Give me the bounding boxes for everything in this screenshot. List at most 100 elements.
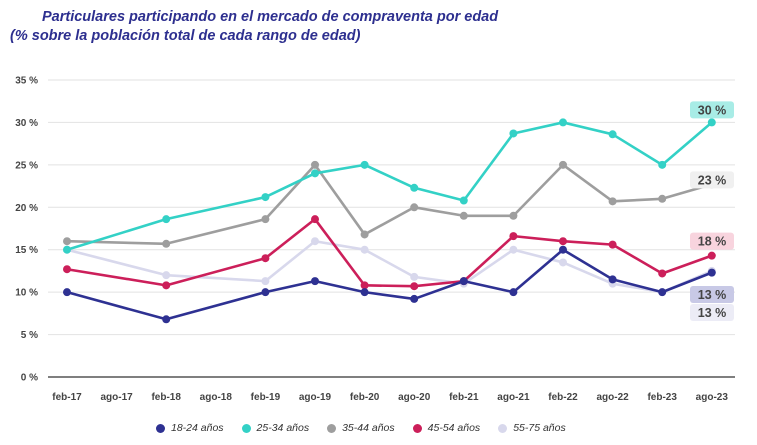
data-point <box>707 251 716 260</box>
end-value-label: 13 % <box>698 306 727 320</box>
x-tick-label: feb-17 <box>52 392 82 403</box>
data-point <box>311 160 319 169</box>
series-line <box>66 217 713 288</box>
legend-swatch <box>241 423 251 433</box>
x-tick-label: ago-19 <box>299 392 332 403</box>
legend-label: 35-44 años <box>342 422 395 434</box>
data-point <box>360 230 369 239</box>
series-line <box>66 239 713 294</box>
series-line <box>66 163 713 246</box>
data-point <box>707 118 716 127</box>
x-tick-label: ago-17 <box>100 392 133 403</box>
x-tick-label: ago-23 <box>696 392 729 403</box>
data-point <box>63 237 71 246</box>
end-value-label: 30 % <box>698 103 727 117</box>
end-value-box <box>690 232 734 250</box>
legend-swatch <box>327 423 337 433</box>
data-point <box>658 160 667 169</box>
y-tick-label: 25 % <box>15 160 38 171</box>
data-point <box>459 277 468 286</box>
data-point <box>559 245 567 254</box>
data-point <box>311 277 319 286</box>
data-point <box>261 277 270 286</box>
y-tick-label: 0 % <box>21 373 38 384</box>
data-point <box>261 193 270 202</box>
data-point <box>63 288 71 297</box>
data-point <box>658 288 667 297</box>
data-point <box>261 288 270 297</box>
data-point <box>410 272 419 281</box>
data-point <box>509 211 518 220</box>
data-point <box>63 265 71 274</box>
data-point <box>261 254 270 263</box>
end-value-box <box>690 286 734 303</box>
data-point <box>559 237 567 246</box>
data-point <box>410 282 419 291</box>
data-point <box>261 215 270 224</box>
data-point <box>559 118 567 127</box>
data-point <box>360 160 369 169</box>
chart-title-line2: (% sobre la población total de cada rang… <box>10 28 361 44</box>
x-tick-label: ago-18 <box>200 392 233 403</box>
data-point <box>509 129 518 138</box>
y-tick-label: 15 % <box>15 245 38 256</box>
data-point <box>311 237 319 246</box>
series-line <box>66 248 713 321</box>
end-value-label: 13 % <box>698 288 727 302</box>
legend-item: 55-75 años <box>498 422 566 434</box>
data-point <box>459 196 468 205</box>
data-point <box>658 269 667 278</box>
x-tick-label: feb-23 <box>647 392 677 403</box>
data-point <box>162 239 171 248</box>
data-point <box>707 268 716 277</box>
data-point <box>608 275 617 284</box>
chart-legend: 18-24 años 25-34 años 35-44 años 45-54 años… <box>156 422 566 434</box>
y-tick-label: 20 % <box>15 203 38 214</box>
y-tick-label: 10 % <box>15 288 38 299</box>
data-point <box>658 194 667 203</box>
data-point <box>360 288 369 297</box>
x-tick-label: feb-21 <box>449 392 479 403</box>
chart-title-line1: Particulares participando en el mercado … <box>42 9 499 25</box>
data-point <box>162 315 171 324</box>
data-point <box>63 245 71 254</box>
chart-title: Particulares participando en el mercado … <box>10 8 498 46</box>
data-point <box>410 294 419 303</box>
data-point <box>311 215 319 224</box>
legend-item: 45-54 años <box>412 422 481 434</box>
data-point <box>410 183 419 192</box>
data-point <box>162 271 171 280</box>
data-point <box>360 281 369 290</box>
data-point <box>360 245 369 254</box>
series-line <box>66 121 713 251</box>
legend-label: 55-75 años <box>513 422 566 434</box>
data-point <box>608 197 617 206</box>
data-point <box>509 232 518 241</box>
data-point <box>162 215 171 224</box>
y-tick-label: 35 % <box>15 76 38 87</box>
end-value-box <box>690 304 734 321</box>
legend-label: 18-24 años <box>171 422 224 434</box>
y-tick-label: 30 % <box>15 118 38 129</box>
data-point <box>608 240 617 249</box>
legend-label: 45-54 años <box>427 422 481 434</box>
end-value-label: 23 % <box>698 173 727 187</box>
x-tick-label: ago-21 <box>497 392 530 403</box>
x-tick-label: feb-20 <box>350 392 380 403</box>
x-tick-label: ago-22 <box>596 392 629 403</box>
y-tick-label: 5 % <box>21 330 38 341</box>
legend-swatch <box>156 423 165 433</box>
data-point <box>559 160 567 169</box>
data-point <box>509 245 518 254</box>
end-value-box <box>690 171 734 189</box>
legend-item: 25-34 años <box>241 422 310 434</box>
x-tick-label: feb-18 <box>151 392 181 403</box>
data-point <box>459 211 468 220</box>
x-tick-label: feb-19 <box>251 392 281 403</box>
x-tick-label: feb-22 <box>548 392 578 403</box>
data-point <box>559 258 567 267</box>
legend-label: 25-34 años <box>256 422 310 434</box>
legend-item: 18-24 años <box>156 422 224 434</box>
end-value-box <box>690 101 734 119</box>
